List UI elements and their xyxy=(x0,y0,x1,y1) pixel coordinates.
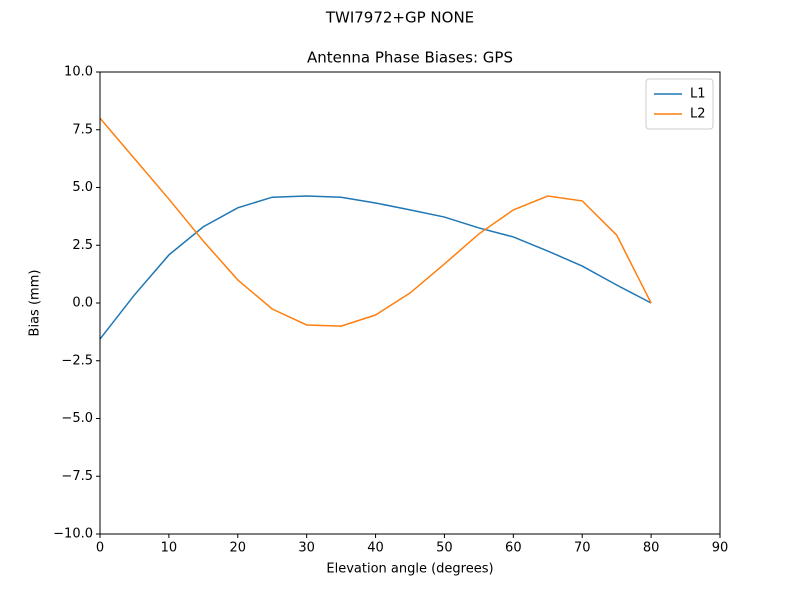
x-tick-label: 80 xyxy=(643,541,660,556)
y-tick-label: 2.5 xyxy=(72,238,93,253)
x-tick-label: 20 xyxy=(230,541,247,556)
series-line xyxy=(99,117,652,327)
chart-title: Antenna Phase Biases: GPS xyxy=(307,49,513,67)
y-tick-label: −10.0 xyxy=(53,527,93,542)
legend-label: L1 xyxy=(690,87,706,102)
x-tick-label: 10 xyxy=(161,541,178,556)
y-tick-label: 10.0 xyxy=(64,65,93,80)
y-tick-label: −7.5 xyxy=(61,469,93,484)
y-tick-label: −2.5 xyxy=(61,353,93,368)
y-tick-label: 5.0 xyxy=(72,180,93,195)
x-tick-label: 70 xyxy=(574,541,591,556)
suptitle: TWI7972+GP NONE xyxy=(325,9,474,27)
x-tick-label: 0 xyxy=(96,541,104,556)
y-tick-label: 7.5 xyxy=(72,122,93,137)
x-tick-label: 30 xyxy=(298,541,315,556)
y-tick-label: −5.0 xyxy=(61,411,93,426)
x-tick-label: 40 xyxy=(367,541,384,556)
legend-box xyxy=(645,78,714,130)
x-tick-label: 60 xyxy=(505,541,522,556)
series-line xyxy=(99,195,652,340)
x-tick-label: 50 xyxy=(436,541,453,556)
plot-frame xyxy=(99,71,721,535)
y-tick-label: 0.0 xyxy=(72,296,93,311)
y-axis-label: Bias (mm) xyxy=(28,270,43,337)
x-tick-label: 90 xyxy=(712,541,729,556)
legend-label: L2 xyxy=(690,107,706,122)
x-axis-label: Elevation angle (degrees) xyxy=(326,562,493,577)
